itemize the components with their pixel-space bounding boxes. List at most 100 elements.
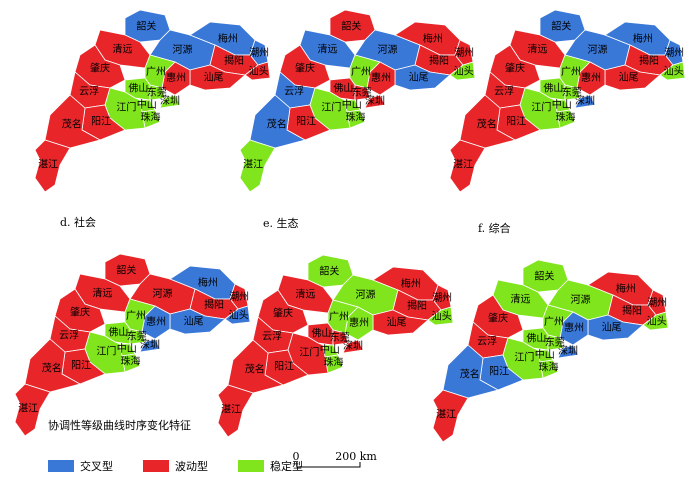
- region-label: 惠州: [564, 321, 584, 334]
- region-label: 潮州: [454, 46, 474, 59]
- region: [587, 314, 644, 341]
- region-label: 惠州: [371, 71, 391, 84]
- region-label: 潮州: [647, 296, 667, 309]
- region: [217, 384, 254, 438]
- region-label: 揭阳: [407, 299, 427, 312]
- legend-label: 稳定型: [270, 459, 303, 473]
- region-label: 河源: [356, 288, 376, 301]
- region-label: 阳江: [489, 365, 509, 377]
- region-label: 阳江: [274, 360, 294, 372]
- region-label: 广州: [561, 66, 581, 78]
- region-label: 阳江: [91, 115, 111, 127]
- legend-swatch: [238, 460, 264, 472]
- region-label: 清远: [511, 293, 531, 306]
- region-label: 湛江: [243, 158, 263, 170]
- region-label: 梅州: [218, 32, 238, 45]
- region: [604, 64, 661, 91]
- region-label: 珠海: [141, 111, 161, 124]
- region-label: 清远: [93, 287, 113, 300]
- region-label: 中山: [117, 342, 137, 355]
- legend-title: 协调性等级曲线时序变化特征: [48, 418, 191, 432]
- region-label: 珠海: [324, 356, 344, 369]
- region-label: 茂名: [267, 118, 287, 131]
- region: [169, 308, 226, 335]
- region-label: 汕头: [249, 66, 269, 78]
- region-label: 深圳: [140, 339, 160, 351]
- region-label: 梅州: [423, 32, 443, 45]
- region-label: 云浮: [59, 330, 79, 342]
- region-label: 中山: [137, 98, 157, 111]
- region: [139, 338, 161, 353]
- region: [342, 339, 364, 354]
- region-label: 梅州: [633, 32, 653, 45]
- region-label: 揭阳: [224, 54, 244, 67]
- region-label: 深圳: [558, 345, 578, 357]
- region: [224, 305, 251, 325]
- region-label: 东莞: [330, 330, 350, 343]
- region: [432, 389, 469, 443]
- region-label: 梅州: [401, 277, 421, 290]
- region-label: 清远: [528, 43, 548, 56]
- region-label: 清远: [296, 288, 316, 301]
- panel-label: e. 生态: [263, 216, 299, 230]
- region-label: 惠州: [166, 71, 186, 84]
- region-label: 惠州: [146, 315, 166, 328]
- scale-label: 0: [293, 450, 300, 463]
- region-label: 河源: [378, 43, 398, 56]
- region-label: 江门: [321, 100, 341, 113]
- region-label: 河源: [588, 43, 608, 56]
- region-label: 佛山: [108, 325, 128, 338]
- region-label: 河源: [571, 293, 591, 306]
- region-label: 肇庆: [273, 306, 293, 319]
- region-label: 珠海: [556, 111, 576, 124]
- region-label: 阳江: [71, 359, 91, 371]
- region-label: 韶关: [136, 20, 156, 33]
- region-label: 江门: [116, 100, 136, 113]
- region-label: 东莞: [352, 85, 372, 98]
- region-label: 揭阳: [639, 54, 659, 67]
- region-label: 汕尾: [619, 71, 639, 83]
- legend-swatch: [143, 460, 169, 472]
- region-label: 茂名: [460, 368, 480, 381]
- region: [642, 311, 669, 331]
- region-label: 汕头: [432, 311, 452, 323]
- region-label: 湛江: [436, 408, 456, 420]
- region-label: 汕头: [664, 66, 684, 78]
- region-label: 云浮: [79, 86, 99, 98]
- region-label: 河源: [173, 43, 193, 56]
- region-label: 肇庆: [295, 61, 315, 74]
- region-label: 东莞: [127, 329, 147, 342]
- region-label: 汕头: [454, 66, 474, 78]
- region-label: 湛江: [453, 158, 473, 170]
- region-label: 清远: [318, 43, 338, 56]
- region-label: 茂名: [245, 363, 265, 376]
- region-label: 揭阳: [622, 304, 642, 317]
- region: [427, 306, 454, 326]
- region-label: 广州: [351, 66, 371, 78]
- region-label: 阳江: [296, 115, 316, 127]
- region-label: 潮州: [229, 290, 249, 303]
- region-label: 佛山: [311, 326, 331, 339]
- region-label: 江门: [531, 100, 551, 113]
- region-label: 佛山: [526, 331, 546, 344]
- region-label: 中山: [552, 98, 572, 111]
- legend-label: 波动型: [175, 459, 208, 473]
- region-label: 中山: [342, 98, 362, 111]
- region-label: 湛江: [18, 402, 38, 414]
- region-label: 韶关: [116, 264, 136, 277]
- region-label: 云浮: [284, 86, 304, 98]
- region-label: 深圳: [575, 95, 595, 107]
- region-label: 韶关: [319, 265, 339, 278]
- region-label: 江门: [96, 344, 116, 357]
- region-label: 潮州: [249, 46, 269, 59]
- scale-bar: [296, 462, 361, 468]
- region-label: 汕头: [229, 310, 249, 322]
- region-label: 惠州: [349, 316, 369, 329]
- legend-swatch: [48, 460, 74, 472]
- region-label: 河源: [153, 287, 173, 300]
- region-label: 肇庆: [90, 61, 110, 74]
- region-label: 肇庆: [505, 61, 525, 74]
